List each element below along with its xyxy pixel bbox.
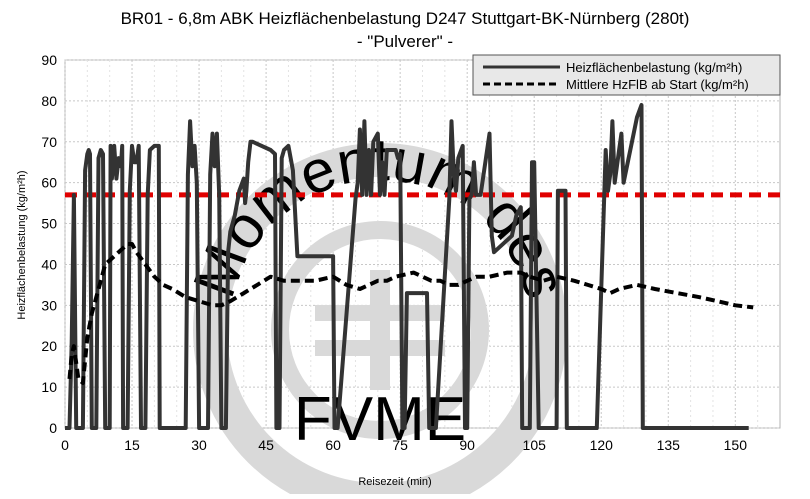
x-tick-label: 150 bbox=[724, 437, 748, 453]
legend-box bbox=[472, 54, 781, 96]
watermark-stem bbox=[370, 270, 390, 390]
chart-subtitle: - "Pulverer" - bbox=[357, 32, 453, 51]
y-tick-label: 90 bbox=[41, 52, 57, 68]
x-tick-label: 30 bbox=[191, 437, 207, 453]
y-axis-label: Heizflächenbelastung (kg/m²h) bbox=[16, 170, 28, 319]
x-axis-label: Reisezeit (min) bbox=[358, 476, 431, 488]
legend-label-2: Mittlere HzFlB ab Start (kg/m²h) bbox=[566, 77, 749, 92]
x-tick-label: 120 bbox=[590, 437, 614, 453]
series-line-2 bbox=[67, 242, 754, 385]
y-tick-label: 0 bbox=[49, 420, 57, 436]
legend-label-1: Heizflächenbelastung (kg/m²h) bbox=[566, 60, 742, 75]
y-tick-label: 70 bbox=[41, 134, 57, 150]
y-tick-label: 10 bbox=[41, 379, 57, 395]
y-tick-label: 20 bbox=[41, 338, 57, 354]
legend: Heizflächenbelastung (kg/m²h) Mittlere Hz… bbox=[472, 54, 781, 96]
x-tick-label: 15 bbox=[124, 437, 140, 453]
y-tick-label: 40 bbox=[41, 256, 57, 272]
y-tick-label: 30 bbox=[41, 297, 57, 313]
x-tick-label: 45 bbox=[258, 437, 274, 453]
chart-title: BR01 - 6,8m ABK Heizflächenbelastung D24… bbox=[121, 9, 690, 28]
x-tick-label: 90 bbox=[459, 437, 475, 453]
y-tick-label: 60 bbox=[41, 175, 57, 191]
y-tick-label: 80 bbox=[41, 93, 57, 109]
x-tick-label: 75 bbox=[392, 437, 408, 453]
series-line-1 bbox=[65, 103, 749, 430]
x-tick-label: 60 bbox=[325, 437, 341, 453]
y-tick-label: 50 bbox=[41, 216, 57, 232]
x-tick-label: 135 bbox=[657, 437, 681, 453]
x-tick-label: 0 bbox=[61, 437, 69, 453]
watermark-text-bottom: FVME bbox=[294, 385, 466, 454]
x-tick-label: 105 bbox=[523, 437, 547, 453]
